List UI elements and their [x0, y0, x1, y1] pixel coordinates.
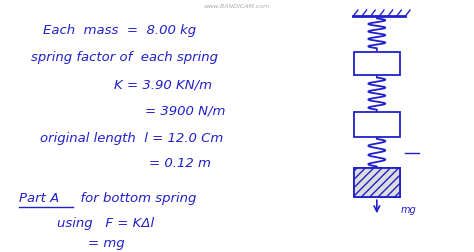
Bar: [354, 112, 400, 137]
Bar: [354, 168, 400, 197]
Bar: [354, 168, 400, 197]
Text: K = 3.90 KN/m: K = 3.90 KN/m: [114, 79, 212, 92]
Text: = 3900 N/m: = 3900 N/m: [145, 104, 225, 117]
Text: = 0.12 m: = 0.12 m: [149, 157, 211, 170]
Text: = mg: = mg: [88, 237, 124, 250]
Text: Part A     for bottom spring: Part A for bottom spring: [19, 192, 196, 205]
Text: Each  mass  =  8.00 kg: Each mass = 8.00 kg: [43, 24, 196, 37]
Text: mg: mg: [401, 205, 416, 215]
Text: using   F = KΔl: using F = KΔl: [57, 217, 154, 230]
Text: spring factor of  each spring: spring factor of each spring: [31, 51, 218, 64]
Text: www.BANDICAM.com: www.BANDICAM.com: [204, 4, 270, 9]
Bar: [354, 51, 400, 75]
Text: original length  l = 12.0 Cm: original length l = 12.0 Cm: [40, 132, 224, 145]
